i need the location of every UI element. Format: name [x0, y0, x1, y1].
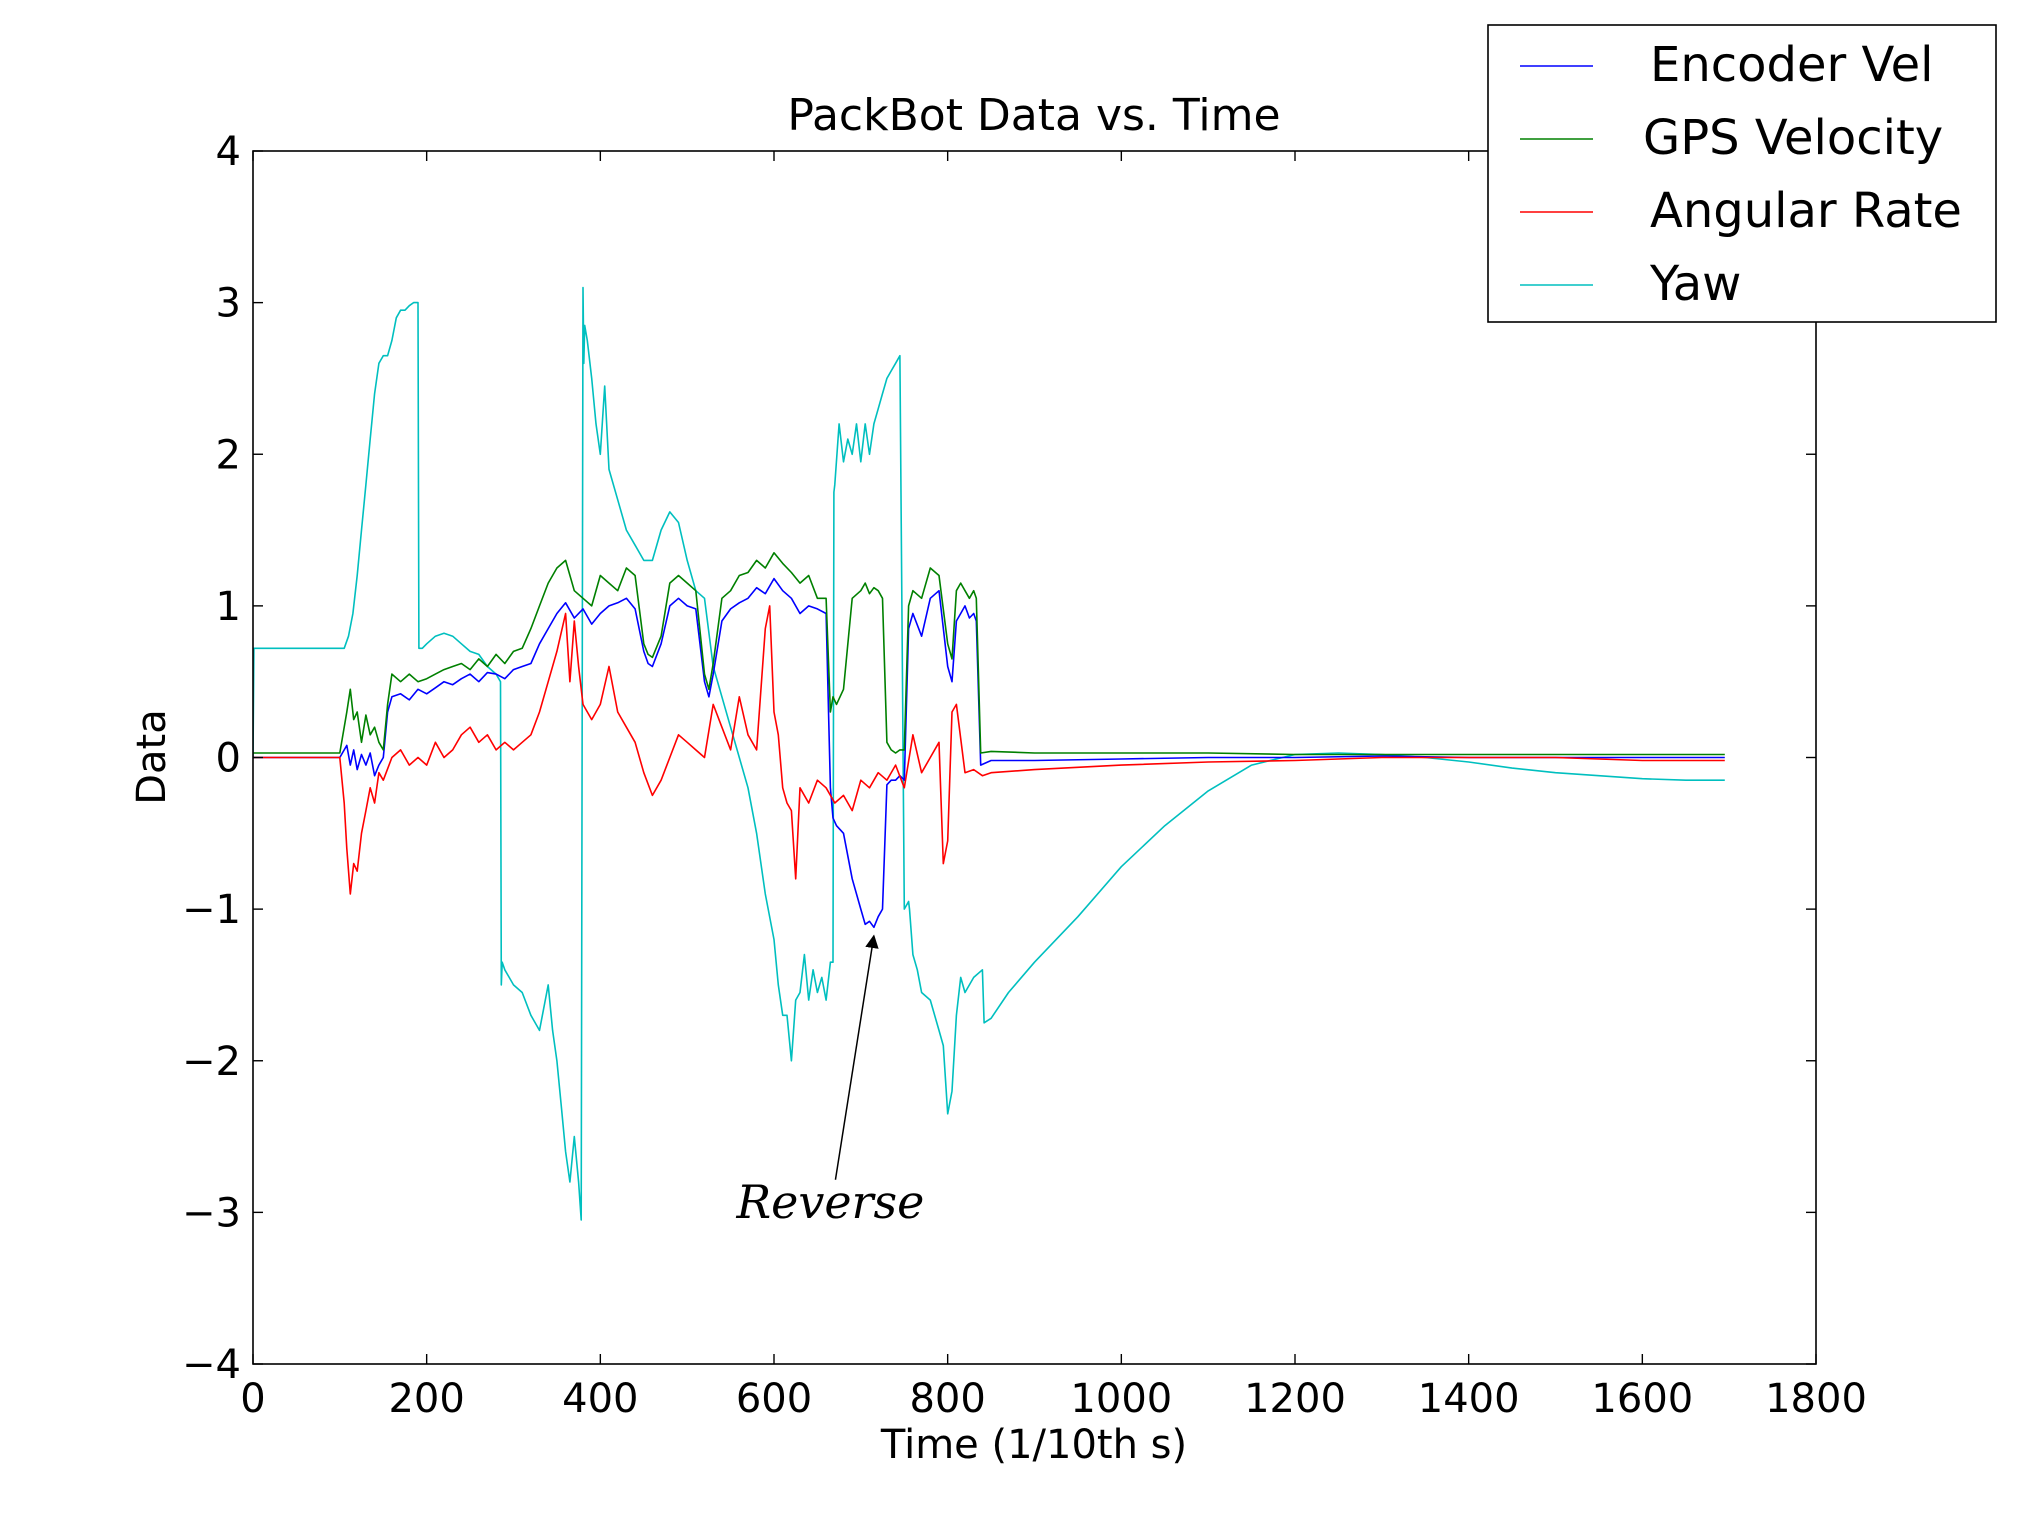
x-tick-label: 0 — [240, 1376, 265, 1422]
x-axis-label: Time (1/10th s) — [880, 1422, 1187, 1468]
legend-label: Yaw — [1649, 256, 1741, 312]
x-tick-label: 1400 — [1418, 1376, 1520, 1422]
y-tick-label: −4 — [182, 1342, 241, 1388]
series-line-encoder-vel — [253, 577, 1725, 929]
x-tick-label: 1200 — [1244, 1376, 1346, 1422]
series-line-gps-velocity — [253, 551, 1725, 756]
legend-label: Encoder Vel — [1650, 37, 1933, 93]
annotation-reverse: Reverse — [735, 934, 924, 1229]
legend-label: GPS Velocity — [1643, 110, 1943, 166]
y-tick-label: −2 — [182, 1039, 241, 1085]
chart-title: PackBot Data vs. Time — [787, 90, 1280, 141]
series-line-yaw — [253, 286, 1725, 1221]
legend-entry: Angular Rate — [1520, 183, 1962, 239]
annotation-arrow — [834, 934, 879, 1180]
x-tick-label: 1600 — [1591, 1376, 1693, 1422]
y-tick-label: 2 — [216, 432, 241, 478]
y-tick-label: 0 — [216, 736, 241, 782]
y-tick-label: 4 — [216, 129, 241, 175]
legend: Encoder Vel GPS Velocity Angular Rate Ya… — [1487, 24, 1997, 323]
legend-label: Angular Rate — [1650, 183, 1962, 239]
y-axis: 4 3 2 1 0 −1 −2 −3 −4 — [182, 129, 1816, 1388]
legend-entry: Yaw — [1520, 256, 1741, 312]
y-tick-label: 1 — [216, 584, 241, 630]
legend-entry: Encoder Vel — [1520, 37, 1933, 93]
annotation-label: Reverse — [735, 1175, 924, 1229]
x-axis: 0 200 400 600 800 1000 1200 1400 1600 1800 — [240, 151, 1867, 1422]
x-tick-label: 800 — [909, 1376, 985, 1422]
y-tick-label: −3 — [182, 1190, 241, 1236]
x-tick-label: 1000 — [1070, 1376, 1172, 1422]
x-tick-label: 1800 — [1765, 1376, 1867, 1422]
series-line-angular-rate — [253, 605, 1725, 895]
x-tick-label: 600 — [736, 1376, 812, 1422]
y-tick-label: 3 — [216, 281, 241, 327]
legend-box — [1487, 24, 1997, 323]
x-tick-label: 200 — [388, 1376, 464, 1422]
y-tick-label: −1 — [182, 887, 241, 933]
y-axis-label: Data — [129, 709, 175, 805]
x-tick-label: 400 — [562, 1376, 638, 1422]
legend-entry: GPS Velocity — [1520, 110, 1943, 166]
series-group — [253, 286, 1725, 1221]
